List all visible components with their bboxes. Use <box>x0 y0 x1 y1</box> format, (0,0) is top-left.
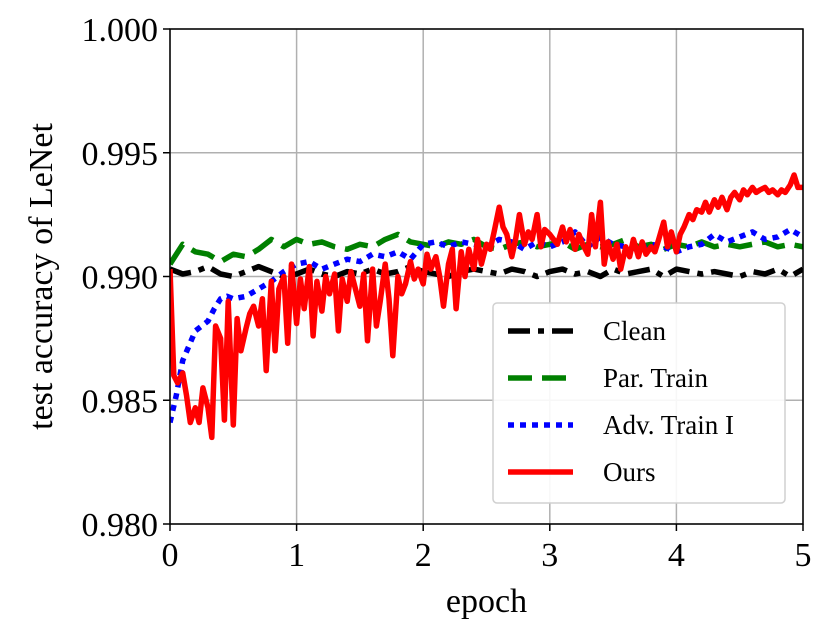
series-line-clean <box>170 263 803 280</box>
y-axis-label: test accuracy of LeNet <box>23 123 60 430</box>
y-tick-label: 0.990 <box>82 260 159 297</box>
tick-labels: 0 1 2 3 4 5 0.980 0.985 0.990 0.995 1.000 <box>82 12 812 574</box>
series-layer <box>170 172 803 441</box>
x-tick-label: 3 <box>541 537 558 574</box>
x-tick-label: 4 <box>668 537 685 574</box>
series-line-ours <box>170 172 803 441</box>
legend-label: Ours <box>603 457 656 487</box>
x-axis-label: epoch <box>446 583 527 620</box>
y-tick-label: 1.000 <box>82 12 159 49</box>
x-tick-label: 2 <box>415 537 432 574</box>
x-tick-label: 1 <box>288 537 305 574</box>
y-tick-label: 0.995 <box>82 136 159 173</box>
legend: Clean Par. Train Adv. Train I Ours <box>492 302 786 504</box>
legend-box <box>492 302 786 504</box>
x-tick-label: 5 <box>795 537 812 574</box>
axis-ticks <box>163 28 804 531</box>
x-tick-label: 0 <box>162 537 179 574</box>
legend-label: Clean <box>603 316 666 346</box>
legend-label: Adv. Train I <box>603 410 734 440</box>
y-tick-label: 0.980 <box>82 507 159 544</box>
legend-label: Par. Train <box>603 363 709 393</box>
series-line-adv-train-i <box>170 226 803 424</box>
y-tick-label: 0.985 <box>82 383 159 420</box>
